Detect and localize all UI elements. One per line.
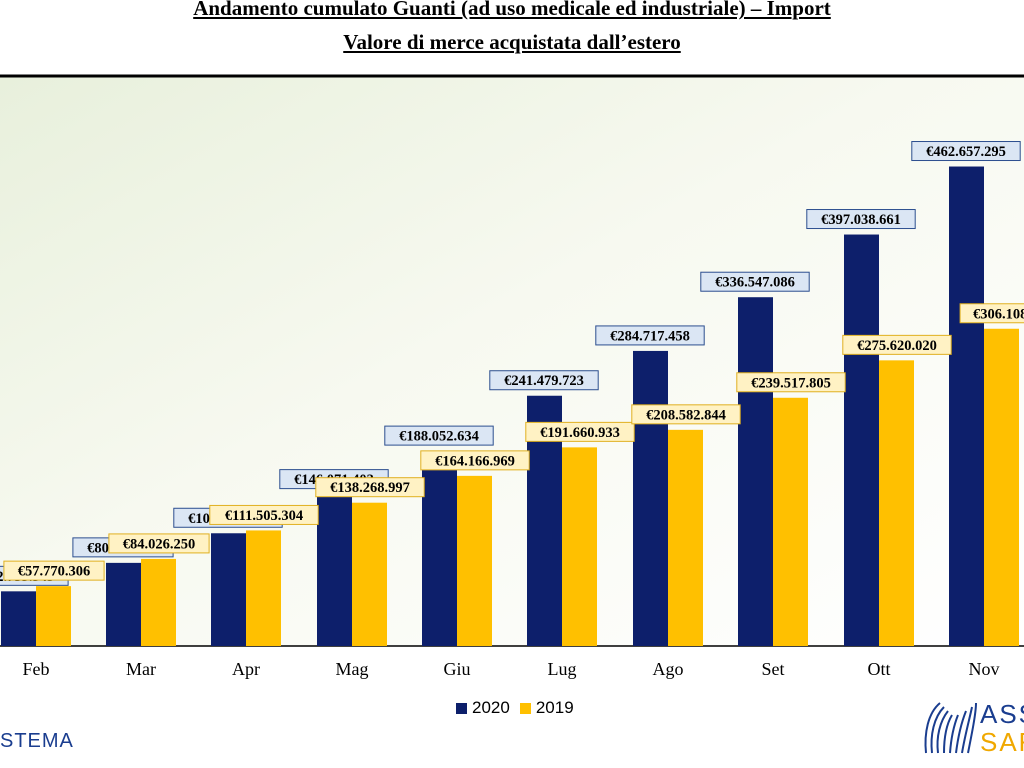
legend-label-2020: 2020 xyxy=(472,698,510,717)
bar-2020-giu xyxy=(422,451,457,646)
svg-text:€188.052.634: €188.052.634 xyxy=(399,429,479,445)
x-tick-label-lug: Lug xyxy=(548,659,577,679)
data-label-2019-feb: €57.770.306 xyxy=(3,560,105,581)
bar-2019-lug xyxy=(562,447,597,646)
bar-2019-giu xyxy=(457,475,492,646)
chart-subtitle: Valore di merce acquistata dall’estero xyxy=(343,30,681,54)
data-label-2019-apr: €111.505.304 xyxy=(209,504,319,525)
data-label-2020-ago: €284.717.458 xyxy=(595,325,705,346)
footer-left-text: STEMA xyxy=(0,730,74,752)
svg-text:€138.268.997: €138.268.997 xyxy=(330,480,410,496)
data-label-2020-nov: €462.657.295 xyxy=(911,141,1021,162)
data-labels-group: €52.753.343€57.770.306€80.211.488€84.026… xyxy=(0,141,1024,586)
bar-2019-ott xyxy=(879,360,914,646)
x-tick-label-mag: Mag xyxy=(336,659,369,679)
data-label-2019-ago: €208.582.844 xyxy=(631,404,741,425)
svg-text:€284.717.458: €284.717.458 xyxy=(610,328,690,344)
assosafe-logo-icon xyxy=(924,702,977,754)
x-tick-label-ott: Ott xyxy=(867,659,890,679)
x-tick-label-set: Set xyxy=(761,659,784,679)
svg-text:€84.026.250: €84.026.250 xyxy=(123,536,196,552)
x-tick-labels-group: Feb Mar Apr Mag Giu Lug Ago Set Ott Nov xyxy=(23,659,1000,679)
legend-label-2019: 2019 xyxy=(535,698,574,717)
bar-2020-mag xyxy=(317,494,352,646)
svg-text:€111.505.304: €111.505.304 xyxy=(225,508,303,524)
x-tick-label-feb: Feb xyxy=(23,659,50,679)
bar-2020-set xyxy=(738,297,773,646)
svg-text:€462.657.295: €462.657.295 xyxy=(926,144,1006,160)
bar-2020-ago xyxy=(633,350,668,646)
data-label-2019-mar: €84.026.250 xyxy=(108,533,210,554)
svg-text:€336.547.086: €336.547.086 xyxy=(715,275,795,291)
chart-title: Andamento cumulato Guanti (ad uso medica… xyxy=(193,0,831,20)
legend: 2020 2019 xyxy=(456,697,574,719)
bar-2019-feb xyxy=(36,586,71,646)
bar-2019-nov xyxy=(984,328,1019,646)
bar-2019-mag xyxy=(352,502,387,646)
x-tick-label-nov: Nov xyxy=(969,659,1000,679)
legend-item-2020: 2020 xyxy=(456,698,510,718)
svg-text:€164.166.969: €164.166.969 xyxy=(435,453,515,469)
bar-2020-mar xyxy=(106,562,141,646)
x-tick-label-mar: Mar xyxy=(126,659,156,679)
bar-2019-apr xyxy=(246,530,281,646)
bar-2020-ott xyxy=(844,234,879,647)
data-label-2019-mag: €138.268.997 xyxy=(315,477,425,498)
logo-text-line2: SAF xyxy=(980,727,1024,757)
bar-2019-set xyxy=(773,397,808,646)
bar-2020-nov xyxy=(949,166,984,646)
data-label-2020-ott: €397.038.661 xyxy=(806,209,916,230)
svg-text:€239.517.805: €239.517.805 xyxy=(751,375,831,391)
legend-swatch-2019 xyxy=(519,702,531,714)
svg-text:€306.108.: €306.108. xyxy=(973,306,1024,322)
legend-swatch-2020 xyxy=(456,702,467,714)
legend-item-2019: 2019 xyxy=(519,698,574,718)
svg-text:€208.582.844: €208.582.844 xyxy=(646,407,726,423)
data-label-2019-nov: €306.108. xyxy=(959,303,1024,324)
data-label-2019-ott: €275.620.020 xyxy=(842,334,952,355)
bar-2020-apr xyxy=(211,533,246,646)
data-label-2020-giu: €188.052.634 xyxy=(384,425,494,446)
x-tick-label-ago: Ago xyxy=(653,659,684,679)
bar-2019-ago xyxy=(668,429,703,646)
svg-text:€241.479.723: €241.479.723 xyxy=(504,373,584,389)
data-label-2020-lug: €241.479.723 xyxy=(489,370,599,391)
data-label-2020-set: €336.547.086 xyxy=(700,271,810,292)
data-label-2019-set: €239.517.805 xyxy=(736,372,846,393)
logo-text-line1: ASS xyxy=(980,699,1024,729)
x-tick-label-apr: Apr xyxy=(232,659,260,679)
data-label-2019-lug: €191.660.933 xyxy=(525,421,635,442)
x-tick-label-giu: Giu xyxy=(444,659,471,679)
data-label-2019-giu: €164.166.969 xyxy=(420,450,530,471)
bar-2019-mar xyxy=(141,558,176,646)
svg-text:€397.038.661: €397.038.661 xyxy=(821,212,901,228)
svg-text:€57.770.306: €57.770.306 xyxy=(18,564,91,580)
svg-text:€275.620.020: €275.620.020 xyxy=(857,338,937,354)
bar-2020-feb xyxy=(1,591,36,646)
svg-text:€191.660.933: €191.660.933 xyxy=(540,425,620,441)
